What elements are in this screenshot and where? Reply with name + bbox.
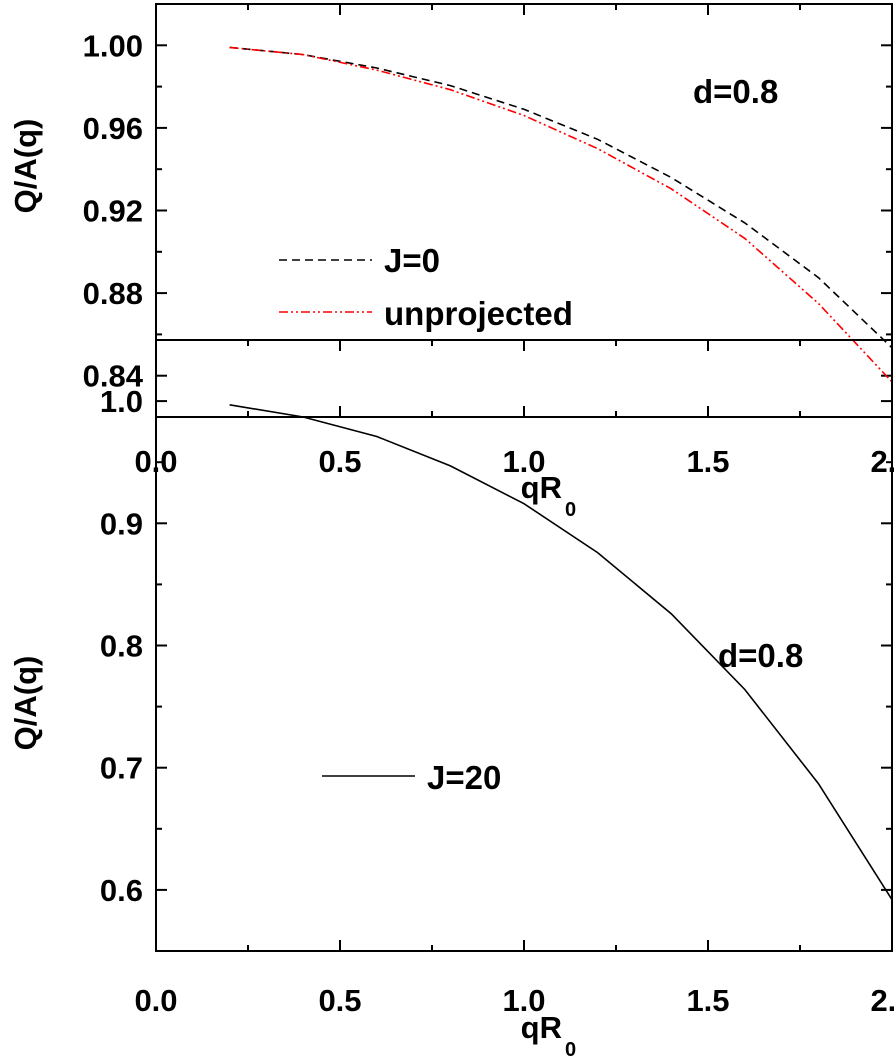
y-tick-label: 0.96 <box>83 111 143 146</box>
legend-label-unprojected: unprojected <box>384 295 573 332</box>
legend-label-j20: J=20 <box>427 759 501 796</box>
legend-label-j0: J=0 <box>384 242 440 279</box>
y-tick-label: 0.88 <box>83 276 143 311</box>
plot-frame <box>155 3 893 418</box>
x-tick-label: 1.5 <box>686 444 729 479</box>
top-panel: 0.00.51.01.52.00.840.880.920.961.00 Q/A(… <box>8 3 894 521</box>
y-axis-title: Q/A(q) <box>8 119 43 214</box>
y-tick-label: 0.9 <box>100 506 143 541</box>
series-line-unprojected <box>229 46 893 383</box>
y-tick-label: 1.00 <box>83 28 143 63</box>
series-line-j-20 <box>229 404 893 901</box>
legend: J=20 <box>322 759 501 796</box>
x-tick-label: 2.0 <box>870 983 894 1018</box>
x-tick-label: 0.5 <box>318 983 361 1018</box>
x-tick-label: 0.0 <box>134 983 177 1018</box>
y-tick-label: 0.6 <box>100 873 143 908</box>
series-line-j-0 <box>229 46 893 349</box>
x-axis-title: qR <box>521 470 562 505</box>
x-axis-title-subscript: 0 <box>565 1039 576 1061</box>
tick-labels: 0.0 0.5 1.0 1.5 2.0 0.6 0.7 0.8 0.9 1.0 <box>100 384 894 1018</box>
x-tick-label: 1.0 <box>502 444 545 479</box>
y-tick-label: 1.0 <box>100 384 143 419</box>
legend: J=0 unprojected <box>279 242 573 332</box>
x-axis-title-subscript: 0 <box>565 499 576 521</box>
x-tick-label: 0.5 <box>318 444 361 479</box>
annotation-d: d=0.8 <box>718 637 803 674</box>
y-tick-label: 0.8 <box>100 629 143 664</box>
x-tick-label: 2.0 <box>870 444 894 479</box>
y-tick-label: 0.7 <box>100 751 143 786</box>
x-tick-label: 1.5 <box>686 983 729 1018</box>
x-tick-label: 1.0 <box>502 983 545 1018</box>
bottom-panel: 0.0 0.5 1.0 1.5 2.0 0.6 0.7 0.8 0.9 1.0 Q/A(q) qR… <box>8 339 894 1061</box>
annotation-d: d=0.8 <box>693 73 778 110</box>
x-axis-title: qR <box>521 1010 562 1045</box>
series-lines <box>229 404 893 901</box>
y-axis-title: Q/A(q) <box>8 656 43 751</box>
series-lines <box>229 46 893 383</box>
tick-labels: 0.00.51.01.52.00.840.880.920.961.00 <box>83 28 894 479</box>
axis-ticks <box>155 3 893 418</box>
y-tick-label: 0.84 <box>83 359 144 394</box>
y-tick-label: 0.92 <box>83 194 143 229</box>
